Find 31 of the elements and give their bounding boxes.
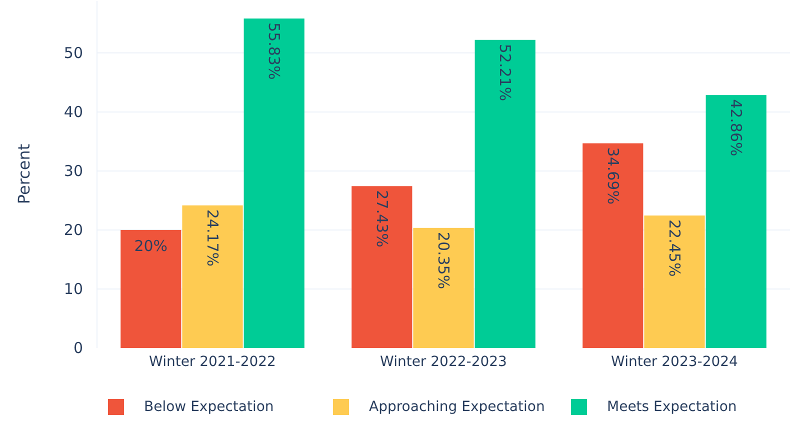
y-tick-label: 0: [73, 339, 83, 357]
y-tick-label: 30: [64, 162, 83, 180]
x-tick-label: Winter 2022-2023: [380, 354, 507, 370]
data-label: 34.69%: [604, 147, 622, 204]
legend-label: Below Expectation: [144, 399, 274, 415]
y-tick-label: 50: [64, 44, 83, 62]
legend-label: Meets Expectation: [607, 399, 737, 415]
y-tick-label: 20: [64, 220, 83, 239]
bar: [182, 205, 243, 348]
bar: [352, 186, 412, 348]
bar: [582, 143, 644, 348]
data-label: 22.45%: [666, 220, 684, 277]
data-label: 55.83%: [265, 22, 284, 80]
data-label: 20.35%: [434, 232, 452, 290]
bar: [413, 228, 474, 348]
data-label: 42.86%: [727, 99, 746, 156]
bar: [644, 216, 705, 348]
y-tick-label: 40: [64, 102, 83, 121]
bar: [244, 18, 304, 348]
data-label: 52.21%: [496, 44, 514, 102]
bar: [706, 95, 766, 348]
data-label: 20%: [134, 236, 168, 255]
x-tick-label: Winter 2021-2022: [149, 354, 276, 370]
bar: [120, 230, 182, 348]
y-axis-title: Percent: [14, 144, 34, 204]
y-tick-label: 10: [64, 280, 83, 298]
bar: [474, 40, 536, 348]
legend-label: Approaching Expectation: [369, 399, 545, 415]
x-tick-label: Winter 2023-2024: [611, 354, 738, 370]
data-label: 27.43%: [372, 190, 391, 248]
data-label: 24.17%: [204, 209, 222, 267]
